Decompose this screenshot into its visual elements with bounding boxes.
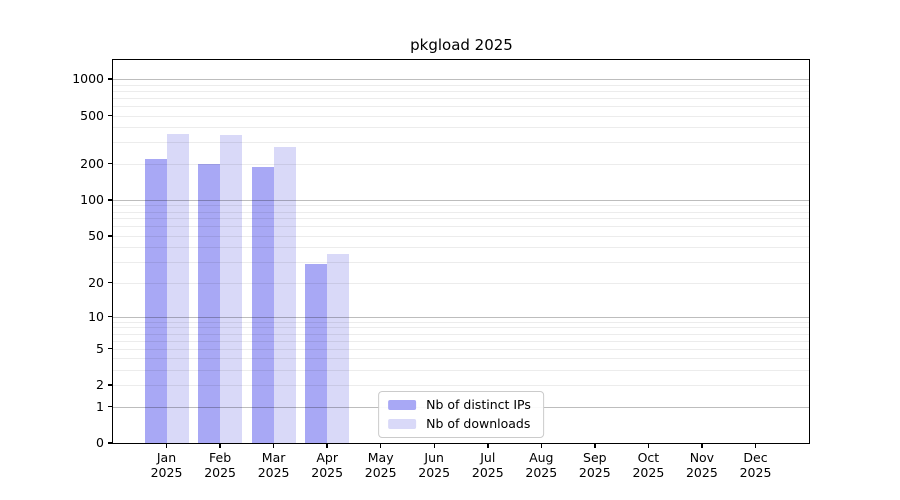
legend-swatch-downloads-icon bbox=[388, 418, 417, 429]
y-tick-mark bbox=[108, 315, 113, 318]
minor-gridline bbox=[113, 327, 809, 329]
y-tick-mark bbox=[108, 114, 113, 117]
minor-gridline bbox=[113, 90, 809, 92]
minor-gridline bbox=[113, 235, 809, 237]
y-tick-label: 20 bbox=[88, 274, 104, 290]
minor-gridline bbox=[113, 348, 809, 350]
legend-item-distinct-ips: Nb of distinct IPs bbox=[388, 397, 531, 412]
minor-gridline bbox=[113, 205, 809, 207]
bar-distinct-ips bbox=[144, 159, 167, 443]
x-tick-mark bbox=[326, 443, 328, 448]
minor-gridline bbox=[113, 262, 809, 264]
y-tick-label: 0 bbox=[96, 435, 104, 450]
legend-label-downloads: Nb of downloads bbox=[426, 415, 531, 431]
minor-gridline bbox=[113, 333, 809, 335]
minor-gridline bbox=[113, 97, 809, 99]
x-tick-mark bbox=[433, 443, 435, 448]
y-tick-label: 200 bbox=[80, 155, 104, 171]
minor-gridline bbox=[113, 226, 809, 228]
minor-gridline bbox=[113, 385, 809, 387]
y-tick-mark bbox=[108, 442, 113, 444]
x-tick-label: May 2025 bbox=[364, 450, 397, 480]
legend: Nb of distinct IPs Nb of downloads bbox=[378, 391, 544, 438]
x-tick-mark bbox=[272, 443, 275, 448]
y-tick-label: 1 bbox=[96, 398, 104, 414]
major-gridline bbox=[113, 79, 809, 80]
bar-distinct-ips bbox=[198, 164, 221, 443]
minor-gridline bbox=[113, 105, 809, 107]
minor-gridline bbox=[113, 127, 809, 129]
y-tick-mark bbox=[108, 162, 113, 165]
x-tick-mark bbox=[754, 443, 757, 448]
bar-downloads bbox=[273, 146, 296, 443]
y-tick-label: 2 bbox=[96, 377, 104, 393]
minor-gridline bbox=[113, 247, 809, 249]
bar-downloads bbox=[220, 134, 243, 443]
minor-gridline bbox=[113, 142, 809, 144]
x-tick-mark bbox=[594, 443, 596, 448]
x-tick-mark bbox=[379, 443, 382, 448]
x-tick-label: Dec 2025 bbox=[739, 450, 772, 480]
minor-gridline bbox=[113, 340, 809, 342]
major-gridline bbox=[113, 316, 809, 318]
minor-gridline bbox=[113, 370, 809, 371]
legend-swatch-distinct-ips-icon bbox=[388, 400, 417, 411]
legend-label-distinct-ips: Nb of distinct IPs bbox=[426, 397, 531, 412]
minor-gridline bbox=[113, 321, 809, 323]
y-tick-label: 5 bbox=[96, 340, 104, 356]
y-tick-mark bbox=[108, 78, 113, 80]
minor-gridline bbox=[113, 115, 809, 117]
x-tick-label: Nov 2025 bbox=[685, 450, 718, 480]
bar-downloads bbox=[166, 134, 189, 443]
bar-downloads bbox=[327, 254, 350, 443]
x-tick-mark bbox=[647, 443, 650, 448]
x-tick-mark bbox=[540, 443, 543, 448]
x-tick-label: Aug 2025 bbox=[525, 450, 558, 480]
y-tick-mark bbox=[108, 384, 113, 386]
x-tick-label: Mar 2025 bbox=[257, 450, 290, 480]
x-tick-label: Jul 2025 bbox=[471, 450, 504, 480]
major-gridline bbox=[113, 199, 809, 201]
y-tick-mark bbox=[108, 405, 113, 408]
y-tick-label: 50 bbox=[88, 227, 104, 243]
y-tick-label: 100 bbox=[80, 191, 104, 207]
x-tick-mark bbox=[487, 443, 489, 448]
x-tick-label: Sep 2025 bbox=[578, 450, 611, 480]
x-tick-label: Jan 2025 bbox=[150, 450, 183, 480]
x-tick-label: Apr 2025 bbox=[311, 450, 344, 480]
x-tick-mark bbox=[219, 443, 221, 448]
minor-gridline bbox=[113, 358, 809, 360]
chart-title: pkgload 2025 bbox=[410, 36, 513, 54]
minor-gridline bbox=[113, 211, 809, 213]
x-tick-mark bbox=[701, 443, 703, 448]
bar-distinct-ips bbox=[305, 263, 328, 443]
y-tick-mark bbox=[108, 281, 113, 284]
minor-gridline bbox=[113, 84, 809, 86]
y-tick-mark bbox=[108, 235, 113, 237]
y-tick-mark bbox=[108, 199, 113, 201]
y-tick-label: 1000 bbox=[72, 71, 104, 86]
x-tick-label: Feb 2025 bbox=[204, 450, 236, 480]
bar-distinct-ips bbox=[251, 166, 274, 443]
x-tick-label: Jun 2025 bbox=[418, 450, 451, 480]
minor-gridline bbox=[113, 218, 809, 220]
x-tick-mark bbox=[165, 443, 168, 448]
y-tick-mark bbox=[108, 347, 113, 350]
y-tick-label: 10 bbox=[88, 308, 104, 324]
y-tick-label: 500 bbox=[80, 107, 104, 123]
x-tick-label: Oct 2025 bbox=[632, 450, 665, 480]
plot-area: 1000 500 200 100 50 20 10 5 2 1 0 Jan 2025 Feb 2025 M… bbox=[72, 59, 810, 480]
minor-gridline bbox=[113, 282, 809, 284]
legend-item-downloads: Nb of downloads bbox=[388, 415, 531, 431]
minor-gridline bbox=[113, 163, 809, 165]
